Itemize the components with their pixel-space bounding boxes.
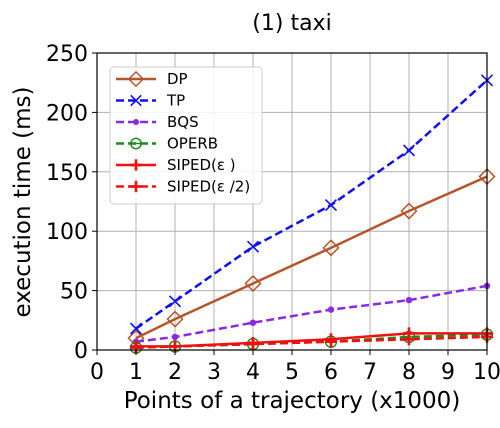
- data-point: [130, 94, 142, 107]
- legend-item: OPERB: [116, 135, 218, 153]
- data-point: [325, 335, 337, 348]
- legend-item: TP: [116, 92, 185, 110]
- x-tick-label: 10: [473, 360, 500, 385]
- data-point: [127, 70, 145, 88]
- data-point: [322, 239, 340, 257]
- legend-item: SIPED(ε /2): [116, 178, 250, 196]
- data-point: [244, 274, 262, 293]
- legend-label: SIPED(ε /2): [167, 178, 250, 196]
- x-tick-label: 7: [363, 360, 377, 385]
- x-tick-label: 4: [246, 360, 260, 385]
- legend-label: BQS: [167, 113, 199, 131]
- x-tick-label: 3: [207, 360, 221, 385]
- series-4: [130, 327, 493, 353]
- y-axis: 0 50 100 150 200 250: [46, 42, 97, 364]
- data-point: [130, 180, 142, 193]
- data-point: [168, 295, 182, 308]
- series-0: [127, 167, 496, 347]
- x-tick-label: 5: [285, 360, 299, 385]
- data-point: [132, 118, 140, 126]
- chart-title: (1) taxi: [252, 11, 331, 36]
- x-tick-label: 1: [129, 360, 143, 385]
- data-point: [249, 319, 257, 326]
- legend-item: BQS: [116, 113, 199, 131]
- legend-label: OPERB: [167, 135, 218, 153]
- legend-item: DP: [116, 70, 188, 88]
- y-tick-label: 0: [74, 339, 88, 364]
- x-tick-label: 6: [324, 360, 338, 385]
- data-point: [327, 306, 335, 313]
- legend-label: DP: [167, 70, 188, 88]
- data-point: [403, 333, 415, 346]
- data-point: [246, 240, 260, 253]
- data-point: [400, 202, 418, 220]
- y-tick-label: 100: [46, 220, 88, 245]
- x-tick-label: 0: [90, 360, 104, 385]
- series-line: [135, 79, 488, 330]
- series-1: [129, 74, 494, 335]
- x-tick-label: 9: [441, 360, 455, 385]
- y-tick-label: 200: [46, 101, 88, 126]
- data-point: [324, 198, 338, 212]
- x-tick-label: 2: [168, 360, 182, 385]
- series-line: [135, 284, 488, 343]
- data-point: [130, 159, 142, 171]
- series-line: [135, 175, 488, 340]
- y-tick-label: 250: [46, 42, 88, 67]
- x-axis: 0 1 2 3 4 5 6 7 8 9 10: [90, 350, 500, 385]
- data-point: [171, 333, 179, 341]
- legend-label: SIPED(ε ): [167, 156, 236, 174]
- x-tick-label: 8: [402, 360, 416, 385]
- series-line: [136, 332, 487, 348]
- data-point: [130, 137, 142, 150]
- data-point: [129, 322, 143, 335]
- legend-label: TP: [166, 92, 185, 110]
- x-axis-label: Points of a trajectory (x1000): [124, 388, 461, 414]
- data-point: [247, 338, 259, 351]
- data-point: [402, 144, 416, 157]
- legend-item: SIPED(ε ): [116, 156, 236, 174]
- y-tick-label: 150: [46, 161, 88, 186]
- y-axis-label: execution time (ms): [10, 87, 36, 318]
- series-line: [135, 335, 488, 349]
- data-point: [405, 296, 413, 304]
- y-tick-label: 50: [60, 280, 88, 305]
- legend: DP TP BQS OPERB SIPED(ε ) SIPED(ε /2): [109, 66, 263, 205]
- data-point: [166, 310, 184, 328]
